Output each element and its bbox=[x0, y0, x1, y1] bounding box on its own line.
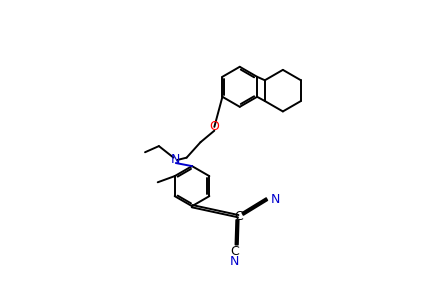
Text: C: C bbox=[233, 210, 242, 223]
Text: O: O bbox=[209, 120, 219, 133]
Text: N: N bbox=[229, 255, 239, 268]
Text: N: N bbox=[171, 154, 180, 166]
Text: C: C bbox=[230, 245, 238, 258]
Text: N: N bbox=[270, 193, 279, 206]
